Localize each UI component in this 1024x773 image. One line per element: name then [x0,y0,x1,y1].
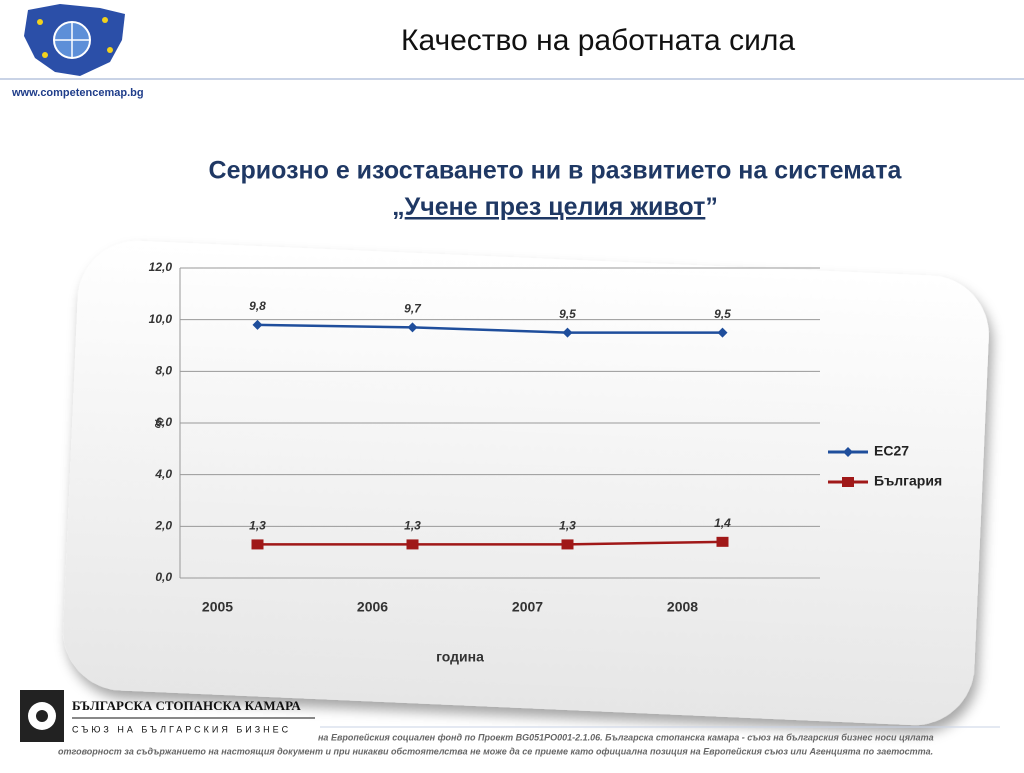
chart-panel [63,240,989,726]
series-line [257,540,723,546]
chart: 0,0 2,0 4,0 6,0 8,0 10,0 12,0% 2005 2006 2007 2008… [149,260,942,665]
y-tick-label: 2,0 [154,519,172,533]
marker [716,536,729,547]
x-tick-label: 2006 [357,599,388,615]
subtitle-line1: Сериозно е изоставането ни в развитието … [209,157,903,185]
y-tick-label: 0,0 [155,570,172,584]
x-axis-label: година [436,649,484,665]
marker [252,319,263,330]
legend-marker [842,477,854,487]
subtitle-line2: „Учене през целия живот” [392,193,718,221]
legend-label: България [874,473,942,489]
marker [407,322,418,333]
org-name: БЪЛГАРСКА СТОПАНСКА КАМАРА [72,698,301,713]
footer-logo [20,690,64,742]
disclaimer-1: на Европейския социален фонд по Проект B… [318,732,934,742]
quoted-text: Учене през целия живот [405,193,706,221]
data-label: 9,5 [714,307,731,321]
data-label: 9,5 [559,307,576,321]
legend-label: ЕС27 [874,443,909,459]
logo [24,4,125,76]
y-tick-label: 4,0 [154,467,172,481]
x-tick-label: 2007 [512,599,543,615]
y-tick-label: 12,0 [149,260,173,274]
marker [561,539,574,550]
org-tagline: СЪЮЗ НА БЪЛГАРСКИЯ БИЗНЕС [72,724,291,734]
legend-marker [843,447,853,457]
url: www.competencemap.bg [11,87,144,99]
x-tick-label: 2005 [202,599,233,615]
data-label: 1,4 [714,516,731,530]
marker [406,539,419,550]
y-tick-label: 8,0 [155,364,172,378]
data-label: 1,3 [249,519,266,533]
y-tick-label: 10,0 [149,312,173,326]
disclaimer-2: отговорност за съдържанието на настоящия… [58,746,933,756]
data-label: 9,7 [404,302,422,316]
series-line [257,323,723,334]
slide-title: Качество на работната сила [401,24,795,57]
y-tick-label: 6,0 [155,415,172,429]
data-label: 9,8 [249,299,266,313]
quote-close: ” [705,193,718,221]
data-label: 1,3 [404,519,421,533]
marker [251,539,264,550]
x-tick-label: 2008 [667,599,698,615]
quote-open: „ [392,193,405,221]
data-label: 1,3 [559,519,576,533]
marker [562,327,573,338]
y-axis-label: % [152,418,166,429]
marker [717,327,728,338]
